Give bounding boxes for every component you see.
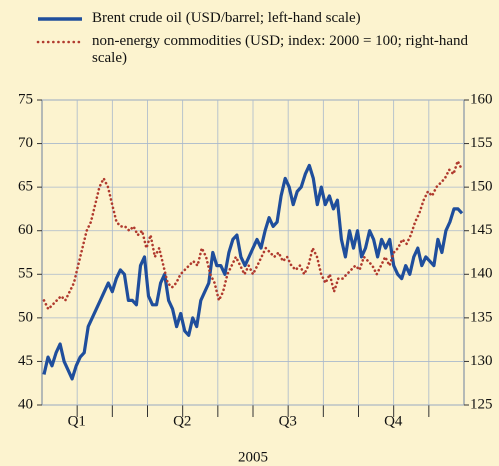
y2-tick-label: 140	[470, 266, 493, 282]
y2-tick-label: 160	[470, 91, 493, 107]
y-tick-label: 75	[18, 91, 33, 107]
y2-tick-label: 135	[470, 309, 493, 325]
legend-label: non-energy commodities (USD; index: 2000…	[92, 33, 469, 66]
x-tick-label: Q4	[384, 413, 403, 429]
x-tick-label: Q2	[173, 413, 191, 429]
y2-tick-label: 145	[470, 222, 493, 238]
x-axis-label: 2005	[238, 449, 268, 465]
y2-tick-label: 155	[470, 135, 493, 151]
y-tick-label: 55	[18, 266, 33, 282]
y2-tick-label: 150	[470, 179, 493, 195]
series-line	[42, 159, 464, 311]
y-tick-label: 50	[18, 309, 33, 325]
y-tick-label: 45	[18, 353, 33, 369]
y-tick-label: 40	[18, 396, 33, 412]
x-tick-label: Q1	[68, 413, 86, 429]
y-tick-label: 60	[18, 222, 33, 238]
y2-tick-label: 130	[470, 353, 493, 369]
x-tick-label: Q3	[279, 413, 297, 429]
y-tick-label: 65	[18, 179, 33, 195]
legend-label: Brent crude oil (USD/barrel; left-hand s…	[92, 10, 361, 26]
y2-tick-label: 125	[470, 396, 493, 412]
y-tick-label: 70	[18, 135, 33, 151]
